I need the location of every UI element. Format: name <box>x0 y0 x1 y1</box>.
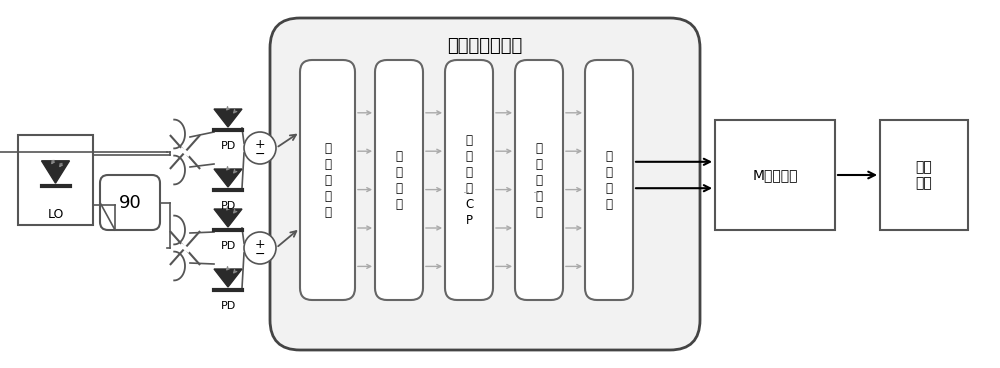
Text: −: − <box>255 248 265 261</box>
Text: −: − <box>255 148 265 160</box>
Text: 90: 90 <box>119 194 141 212</box>
Text: 并
串
转
换: 并 串 转 换 <box>606 149 612 210</box>
Bar <box>18 135 93 225</box>
Text: ...: ... <box>463 183 475 196</box>
Text: PD: PD <box>220 141 236 151</box>
Text: +: + <box>255 238 265 251</box>
Text: PD: PD <box>220 241 236 251</box>
Polygon shape <box>214 209 242 227</box>
Text: 傅
里
叶
变
换: 傅 里 叶 变 换 <box>536 142 542 219</box>
Bar <box>880 120 968 230</box>
Polygon shape <box>42 161 70 183</box>
Text: +: + <box>255 138 265 152</box>
Bar <box>715 120 835 230</box>
Text: 循
环
前
缀
C
P: 循 环 前 缀 C P <box>465 134 473 226</box>
Text: 串
并
转
换: 串 并 转 换 <box>396 149 402 210</box>
FancyBboxPatch shape <box>445 60 493 300</box>
FancyBboxPatch shape <box>300 60 355 300</box>
FancyBboxPatch shape <box>515 60 563 300</box>
Text: LO: LO <box>47 209 64 222</box>
FancyBboxPatch shape <box>100 175 160 230</box>
Text: 数
模
转
换
器: 数 模 转 换 器 <box>324 142 331 219</box>
Text: 数据
接收: 数据 接收 <box>916 160 932 190</box>
Text: PD: PD <box>220 201 236 211</box>
FancyBboxPatch shape <box>375 60 423 300</box>
Text: ...: ... <box>533 183 545 196</box>
Polygon shape <box>214 109 242 127</box>
Circle shape <box>244 132 276 164</box>
Polygon shape <box>214 269 242 287</box>
FancyBboxPatch shape <box>270 18 700 350</box>
Text: M阵列编码: M阵列编码 <box>752 168 798 182</box>
Polygon shape <box>214 169 242 187</box>
FancyBboxPatch shape <box>585 60 633 300</box>
Text: 正交频分复用调: 正交频分复用调 <box>447 37 523 55</box>
Text: PD: PD <box>220 301 236 311</box>
Circle shape <box>244 232 276 264</box>
